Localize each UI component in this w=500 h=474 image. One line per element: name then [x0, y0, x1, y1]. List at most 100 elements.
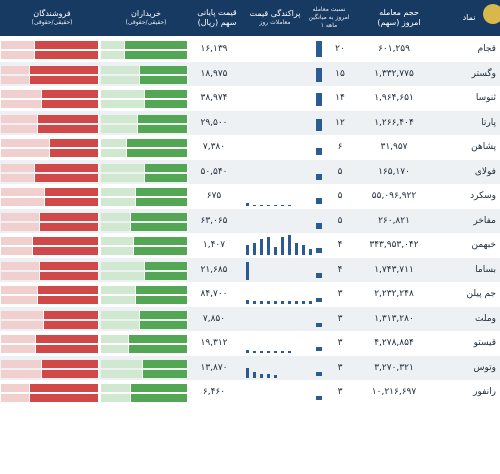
- buyers-real-segment: [131, 384, 188, 392]
- volume-ratio: ۳: [337, 289, 343, 299]
- closing-price: ۱۶,۱۳۹: [200, 44, 228, 54]
- trade-volume: ۲,۲۳۲,۲۴۸: [374, 289, 414, 299]
- buyers-count-bar: [101, 261, 188, 270]
- buyers-count-bar: [101, 384, 188, 392]
- volume-ratio: ۳: [337, 387, 343, 397]
- table-row[interactable]: پارتا ۱,۲۶۶,۴۰۴ ۱۲ ۲۹,۵۰۰: [0, 110, 500, 135]
- spread-bar: [253, 351, 256, 353]
- header-name: نماد: [462, 13, 476, 22]
- buyers-legal-segment: [101, 222, 132, 231]
- spread-bar: [274, 351, 277, 353]
- sellers-legal-segment: [1, 163, 36, 172]
- table-row[interactable]: وگستر ۱,۳۳۲,۷۷۵ ۱۵ ۱۸,۹۷۵: [0, 61, 500, 86]
- buyers-legal-segment: [101, 100, 145, 108]
- price-spread-chart: [246, 113, 324, 133]
- closing-price: ۶۳,۰۶۵: [200, 215, 228, 226]
- ratio-bar: [316, 298, 322, 302]
- sellers-count-bar: [1, 65, 99, 74]
- sellers-legal-segment: [1, 320, 45, 329]
- header-spread: پراکندگی قیمت معاملات روز: [249, 9, 301, 26]
- buyers-volume-bar: [101, 100, 188, 108]
- sellers-real-segment: [30, 75, 99, 84]
- sellers-real-segment: [30, 65, 99, 74]
- volume-ratio: ۵: [337, 215, 343, 226]
- sellers-legal-segment: [1, 286, 39, 294]
- buyers-volume-bar: [101, 320, 188, 329]
- volume-ratio: ۱۲: [335, 117, 345, 128]
- volume-ratio: ۴: [337, 264, 343, 275]
- buyers-volume-bar: [101, 75, 188, 84]
- price-spread-chart: [246, 88, 324, 108]
- table-row[interactable]: وتوس ۳,۲۷۰,۳۲۱ ۳ ۱۳,۸۷۰: [0, 355, 500, 380]
- table-row[interactable]: ثنوسا ۱,۹۶۴,۶۵۱ ۱۴ ۳۸,۹۷۴: [0, 86, 500, 110]
- symbol-name: مفاخر: [473, 215, 496, 226]
- buyers-legal-segment: [101, 65, 141, 74]
- table-row[interactable]: رانفور ۱۰,۲۱۶,۶۹۷ ۳ ۶,۴۶۰: [0, 380, 500, 404]
- spread-bar: [246, 203, 249, 206]
- spread-bar: [267, 351, 270, 353]
- ratio-bar: [316, 248, 322, 253]
- sellers-real-segment: [50, 139, 99, 147]
- header-sellers: فروشندگان (حقیقی/حقوقی): [31, 9, 73, 26]
- buyers-real-segment: [135, 286, 188, 294]
- sellers-legal-segment: [1, 296, 39, 304]
- table-row[interactable]: وملت ۱,۳۱۳,۲۸۰ ۳ ۷,۸۵۰: [0, 306, 500, 331]
- buyers-legal-segment: [101, 345, 129, 353]
- table-row[interactable]: خبهمن ۳۴۳,۹۵۳,۰۴۲ ۴ ۱,۴۰۷: [0, 233, 500, 257]
- table-row[interactable]: فولای ۱۶۵,۱۷۰ ۵ ۵۰,۵۴۰: [0, 159, 500, 184]
- spread-bar: [246, 261, 249, 280]
- spread-bar: [253, 371, 256, 378]
- trade-volume: ۱۶۵,۱۷۰: [378, 166, 410, 177]
- header-ratio: نسبت معامله امروز به میانگین ۱ ماهه: [308, 6, 350, 29]
- buyers-real-segment: [135, 296, 188, 304]
- spread-bar: [295, 301, 298, 304]
- table-row[interactable]: بساما ۱,۷۴۳,۷۱۱ ۴ ۲۱,۶۸۵: [0, 257, 500, 282]
- buyers-legal-segment: [101, 261, 145, 270]
- table-row[interactable]: قیستو ۴,۲۷۸,۸۵۴ ۳ ۱۹,۳۱۲: [0, 331, 500, 355]
- spread-bar: [309, 301, 312, 304]
- sellers-volume-bar: [1, 222, 99, 231]
- closing-price: ۵۰,۵۴۰: [200, 166, 228, 177]
- sellers-legal-segment: [1, 271, 41, 280]
- table-row[interactable]: وسکرد ۵۵,۰۹۶,۹۲۲ ۵ ۶۷۵: [0, 184, 500, 208]
- trade-volume: ۳۱,۹۵۷: [380, 142, 408, 152]
- volume-ratio: ۶: [337, 142, 343, 152]
- spread-bar: [281, 351, 284, 353]
- sellers-legal-segment: [1, 139, 50, 147]
- sellers-legal-segment: [1, 384, 31, 392]
- symbol-name: وسکرد: [470, 191, 496, 201]
- sellers-volume-bar: [1, 271, 99, 280]
- buyers-count-bar: [101, 237, 188, 245]
- sellers-real-segment: [35, 51, 99, 59]
- sellers-real-segment: [33, 247, 99, 255]
- ratio-bar: [316, 272, 322, 278]
- closing-price: ۲۹,۵۰۰: [200, 117, 228, 128]
- buyers-volume-bar: [101, 222, 188, 231]
- volume-ratio: ۳: [337, 362, 343, 373]
- spread-bar: [281, 301, 284, 304]
- buyers-legal-segment: [101, 247, 135, 255]
- closing-price: ۷,۳۸۰: [202, 142, 226, 152]
- symbol-name: رانفور: [473, 387, 496, 397]
- table-row[interactable]: پشاهن ۳۱,۹۵۷ ۶ ۷,۳۸۰: [0, 135, 500, 159]
- sellers-count-bar: [1, 139, 99, 147]
- price-spread-chart: [246, 211, 324, 231]
- spread-bar: [246, 300, 249, 304]
- table-row[interactable]: جم پیلن ۲,۲۳۲,۲۴۸ ۳ ۸۴,۷۰۰: [0, 282, 500, 306]
- spread-bar: [253, 243, 256, 255]
- spread-bar: [281, 237, 284, 255]
- buyers-legal-segment: [101, 173, 145, 182]
- sellers-legal-segment: [1, 65, 31, 74]
- spread-bar: [288, 301, 291, 304]
- buyers-real-segment: [128, 335, 188, 343]
- table-row[interactable]: مفاخر ۲۶۰,۸۲۱ ۵ ۶۳,۰۶۵: [0, 208, 500, 233]
- buyers-real-segment: [128, 345, 188, 353]
- sellers-real-segment: [38, 296, 99, 304]
- symbol-name: جم پیلن: [466, 289, 496, 299]
- sellers-real-segment: [44, 320, 99, 329]
- ratio-bar: [316, 173, 322, 180]
- sellers-count-bar: [1, 384, 99, 392]
- spread-bar: [253, 301, 256, 304]
- table-row[interactable]: قجام ۶۰۱,۲۵۹ ۲۰ ۱۶,۱۳۹: [0, 37, 500, 61]
- sellers-real-segment: [33, 237, 99, 245]
